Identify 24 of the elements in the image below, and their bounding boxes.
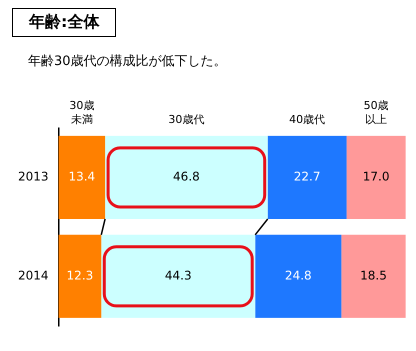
bar: [101, 234, 256, 318]
data-label: 17.0: [362, 170, 390, 184]
data-label: 18.5: [360, 268, 387, 282]
series-label: 30歳未満: [69, 98, 94, 126]
data-label: 13.4: [68, 170, 96, 184]
data-label: 24.8: [284, 268, 312, 282]
series-label: 30歳代: [168, 112, 204, 126]
chart-title: 年齢:全体: [12, 8, 116, 37]
chart-subtitle: 年齢30歳代の構成比が低下した。: [28, 53, 227, 70]
bar: [105, 136, 268, 219]
y-tick-label: 2014: [18, 268, 49, 282]
series-label: 40歳代: [289, 112, 326, 126]
data-label: 44.3: [164, 268, 192, 282]
series-label: 50歳以上: [364, 98, 389, 126]
bar: [268, 136, 347, 219]
bar: [346, 136, 406, 219]
data-label: 46.8: [173, 170, 200, 184]
bar: [255, 234, 342, 318]
data-label: 12.3: [66, 268, 94, 282]
y-tick-label: 2013: [18, 170, 49, 184]
bar: [341, 234, 406, 318]
bar: [58, 136, 106, 219]
data-label: 22.7: [294, 170, 321, 184]
bar: [58, 234, 102, 318]
